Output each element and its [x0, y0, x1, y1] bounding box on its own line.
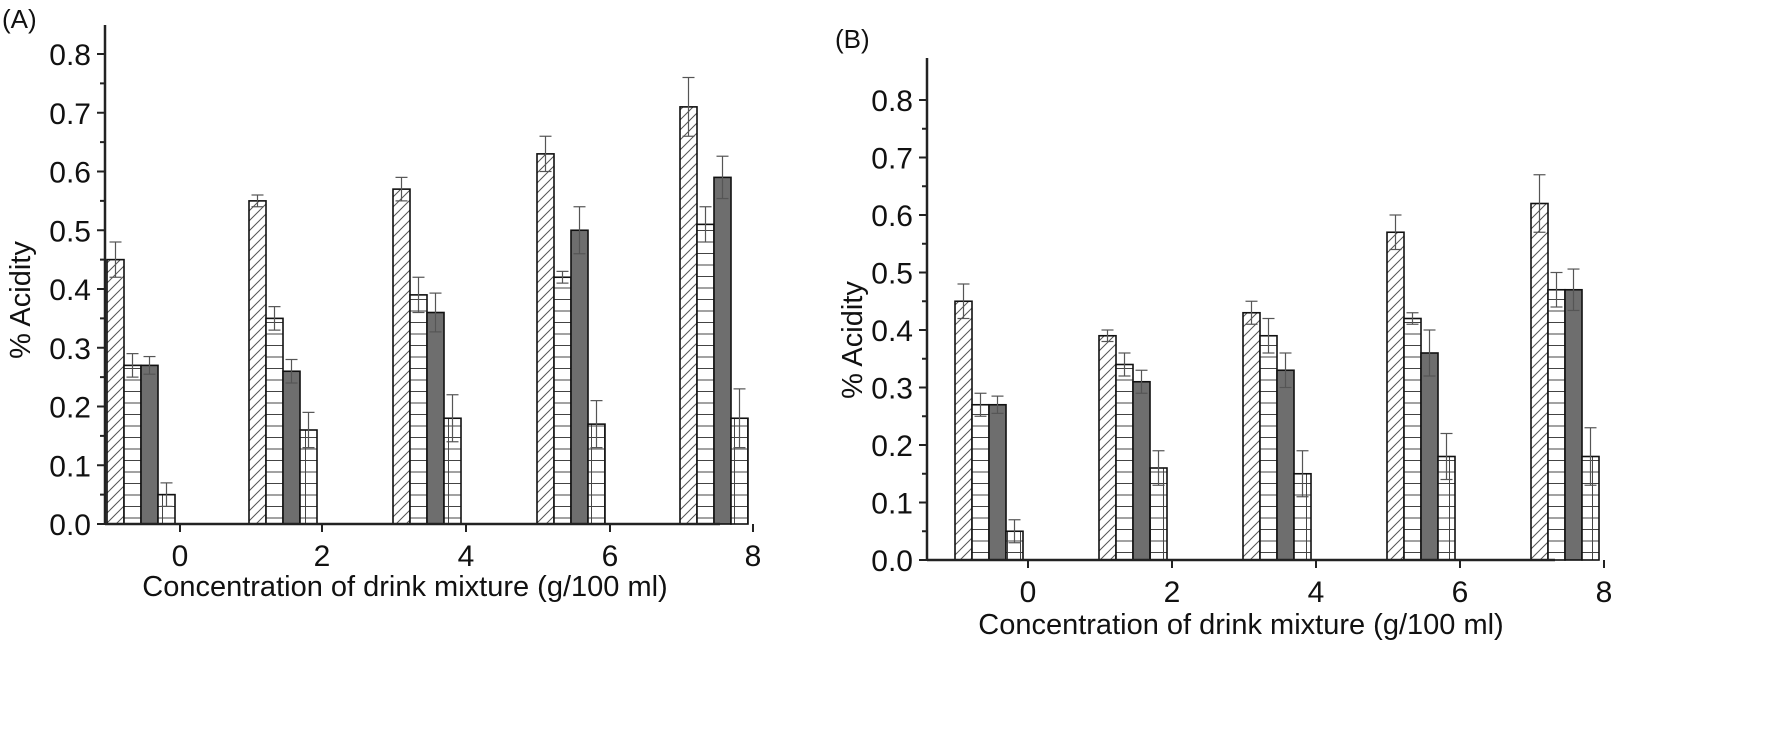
- y-axis-title: % Acidity: [5, 241, 37, 359]
- x-tick-label: 4: [458, 540, 475, 573]
- bar-diagonal-hatch: [954, 300, 973, 561]
- y-tick-labels: 0.0 0.1 0.2 0.3 0.4 0.5 0.6 0.7 0.8: [871, 85, 913, 578]
- bar-horizontal-hatch: [1547, 288, 1566, 561]
- y-tick-label: 0.3: [871, 373, 913, 406]
- y-tick-label: 0.8: [871, 85, 913, 118]
- y-axis-title: % Acidity: [837, 281, 869, 399]
- bar-solid-gray: [426, 311, 445, 525]
- bar-horizontal-hatch: [1115, 363, 1134, 561]
- panel-label: (B): [835, 24, 870, 54]
- axes: [919, 58, 1605, 568]
- bar-diagonal-hatch: [1098, 334, 1117, 561]
- bar-horizontal-hatch: [1259, 334, 1278, 561]
- y-tick-label: 0.2: [49, 392, 91, 425]
- x-tick-labels: 0 2 4 6 8: [1020, 576, 1613, 609]
- y-tick-label: 0.8: [49, 39, 91, 72]
- bar-solid-gray: [282, 370, 301, 525]
- x-tick-labels: 0 2 4 6 8: [172, 540, 762, 573]
- bar-horizontal-hatch: [123, 364, 142, 525]
- y-tick-label: 0.4: [871, 315, 913, 348]
- y-tick-label: 0.1: [871, 488, 913, 521]
- bar-diagonal-hatch: [536, 153, 555, 525]
- bar-diagonal-hatch: [392, 188, 411, 525]
- bar-solid-gray: [988, 403, 1007, 561]
- x-tick-label: 2: [1164, 576, 1181, 609]
- x-axis-title: Concentration of drink mixture (g/100 ml…: [978, 609, 1503, 641]
- x-tick-label: 6: [1452, 576, 1469, 609]
- bar-horizontal-hatch: [696, 223, 715, 525]
- y-tick-label: 0.5: [871, 258, 913, 291]
- bar-solid-gray: [713, 176, 732, 525]
- x-axis-title: Concentration of drink mixture (g/100 ml…: [142, 571, 667, 603]
- panel-a: (A) % Acidity Concentration of drink mix…: [2, 4, 761, 603]
- y-tick-label: 0.1: [49, 450, 91, 483]
- bar-solid-gray: [1132, 380, 1151, 561]
- x-tick-label: 8: [1596, 576, 1613, 609]
- x-tick-label: 4: [1308, 576, 1325, 609]
- bar-diagonal-hatch: [106, 258, 125, 525]
- y-tick-label: 0.0: [49, 509, 91, 542]
- y-tick-labels: 0.0 0.1 0.2 0.3 0.4 0.5 0.6 0.7 0.8: [49, 39, 91, 542]
- bar-solid-gray: [1564, 288, 1583, 561]
- bar-diagonal-hatch: [1242, 311, 1261, 561]
- panel-label: (A): [2, 4, 37, 34]
- bar-horizontal-hatch: [553, 276, 572, 525]
- bar-diagonal-hatch: [679, 106, 698, 525]
- y-tick-label: 0.4: [49, 274, 91, 307]
- y-tick-label: 0.7: [871, 143, 913, 176]
- y-tick-label: 0.5: [49, 215, 91, 248]
- bar-horizontal-hatch: [1403, 317, 1422, 561]
- bars: [954, 174, 1600, 561]
- bar-solid-gray: [570, 229, 589, 525]
- bar-diagonal-hatch: [1530, 202, 1549, 561]
- y-tick-label: 0.6: [871, 200, 913, 233]
- x-tick-label: 0: [172, 540, 189, 573]
- panel-b: (B) % Acidity Concentration of drink mix…: [835, 24, 1612, 641]
- y-tick-label: 0.7: [49, 98, 91, 131]
- y-tick-label: 0.0: [871, 545, 913, 578]
- bar-diagonal-hatch: [1386, 231, 1405, 561]
- bar-diagonal-hatch: [248, 200, 267, 525]
- bar-solid-gray: [140, 364, 159, 525]
- y-tick-label: 0.3: [49, 333, 91, 366]
- y-tick-label: 0.2: [871, 430, 913, 463]
- axes: [97, 25, 754, 532]
- x-tick-label: 0: [1020, 576, 1037, 609]
- x-tick-label: 8: [745, 540, 762, 573]
- bar-horizontal-hatch: [971, 403, 990, 561]
- x-tick-label: 2: [314, 540, 331, 573]
- bar-solid-gray: [1276, 369, 1295, 561]
- x-tick-label: 6: [602, 540, 619, 573]
- y-tick-label: 0.6: [49, 157, 91, 190]
- bars: [106, 76, 749, 525]
- bar-solid-gray: [1420, 352, 1439, 561]
- bar-horizontal-hatch: [409, 294, 428, 525]
- bar-horizontal-hatch: [265, 317, 284, 525]
